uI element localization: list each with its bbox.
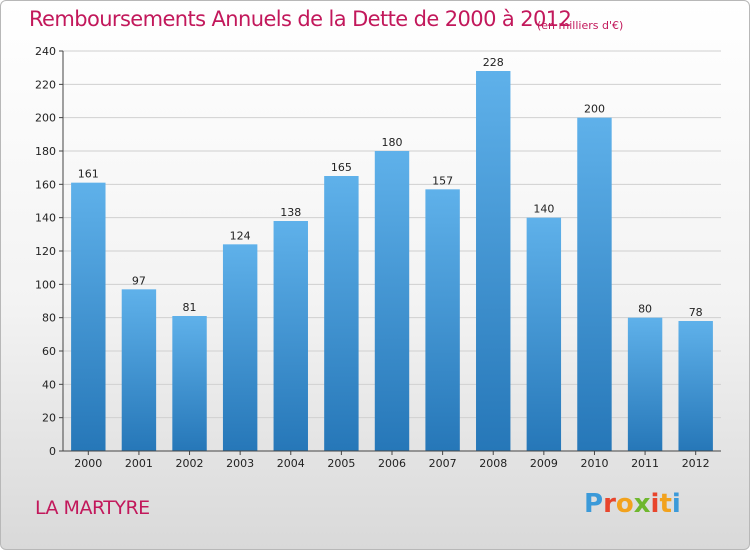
x-tick-label: 2006 [378, 457, 406, 470]
x-tick-label: 2002 [176, 457, 204, 470]
logo-letter: i [650, 489, 660, 519]
logo-letter: o [615, 489, 634, 519]
bar-value-label: 165 [331, 161, 352, 174]
y-tick-label: 160 [35, 178, 56, 191]
bar-value-label: 157 [432, 174, 453, 187]
axis-layer: 0 20 40 60 80 100 120 140 160 180 200 220 240 2000 200… [35, 45, 721, 470]
y-tick-label: 220 [35, 78, 56, 91]
chart-subtitle: (en milliers d'€) [537, 19, 624, 32]
bar-value-label: 97 [132, 274, 146, 287]
bar [577, 117, 612, 452]
x-tick-label: 2007 [429, 457, 457, 470]
x-tick-label: 2012 [682, 457, 710, 470]
x-tick-label: 2005 [327, 457, 355, 470]
bar-value-label: 80 [638, 303, 652, 316]
chart-title: Remboursements Annuels de la Dette de 20… [29, 7, 572, 31]
y-tick-label: 240 [35, 45, 56, 58]
y-tick-label: 20 [42, 412, 56, 425]
y-tick-label: 0 [49, 445, 56, 458]
x-tick-label: 2001 [125, 457, 153, 470]
bar [222, 244, 258, 451]
x-tick-label: 2011 [631, 457, 659, 470]
bar [71, 182, 106, 451]
logo-letter: t [659, 489, 672, 519]
x-tick-label: 2003 [226, 457, 254, 470]
bar-layer: 161 97 81 124 138 165 180 157 228 140 200 80 78 [71, 56, 713, 452]
bar [324, 176, 359, 451]
bar [526, 217, 562, 451]
x-tick-label: 2008 [479, 457, 507, 470]
bar-value-label: 200 [584, 103, 605, 116]
bar-value-label: 228 [483, 56, 504, 69]
x-tick-label: 2004 [277, 457, 305, 470]
bar [476, 71, 511, 451]
bar-value-label: 161 [78, 168, 99, 181]
y-tick-label: 40 [42, 378, 56, 391]
logo-letter: P [584, 489, 604, 519]
bar-value-label: 180 [382, 136, 403, 149]
bar [627, 317, 663, 451]
bar [172, 316, 207, 451]
bar-value-label: 138 [280, 206, 301, 219]
x-tick-label: 2009 [530, 457, 558, 470]
bar-value-label: 78 [689, 306, 703, 319]
logo-letter: i [671, 489, 681, 519]
y-tick-label: 60 [42, 345, 56, 358]
y-tick-label: 140 [35, 212, 56, 225]
y-tick-label: 200 [35, 112, 56, 125]
y-tick-label: 180 [35, 145, 56, 158]
logo-letter: x [633, 489, 651, 519]
bar [273, 221, 308, 451]
y-tick-label: 80 [42, 312, 56, 325]
y-tick-label: 120 [35, 245, 56, 258]
x-tick-label: 2010 [580, 457, 608, 470]
proxiti-logo: Proxiti [584, 489, 681, 519]
bar-value-label: 81 [183, 301, 197, 314]
bar-value-label: 140 [533, 203, 554, 216]
bar [678, 321, 713, 451]
bar [121, 289, 157, 451]
y-tick-label: 100 [35, 278, 56, 291]
logo-letter: r [603, 489, 616, 519]
bar [374, 151, 410, 451]
bar [425, 189, 460, 452]
bar-value-label: 124 [230, 229, 251, 242]
x-tick-label: 2000 [74, 457, 102, 470]
commune-name: LA MARTYRE [35, 497, 150, 519]
